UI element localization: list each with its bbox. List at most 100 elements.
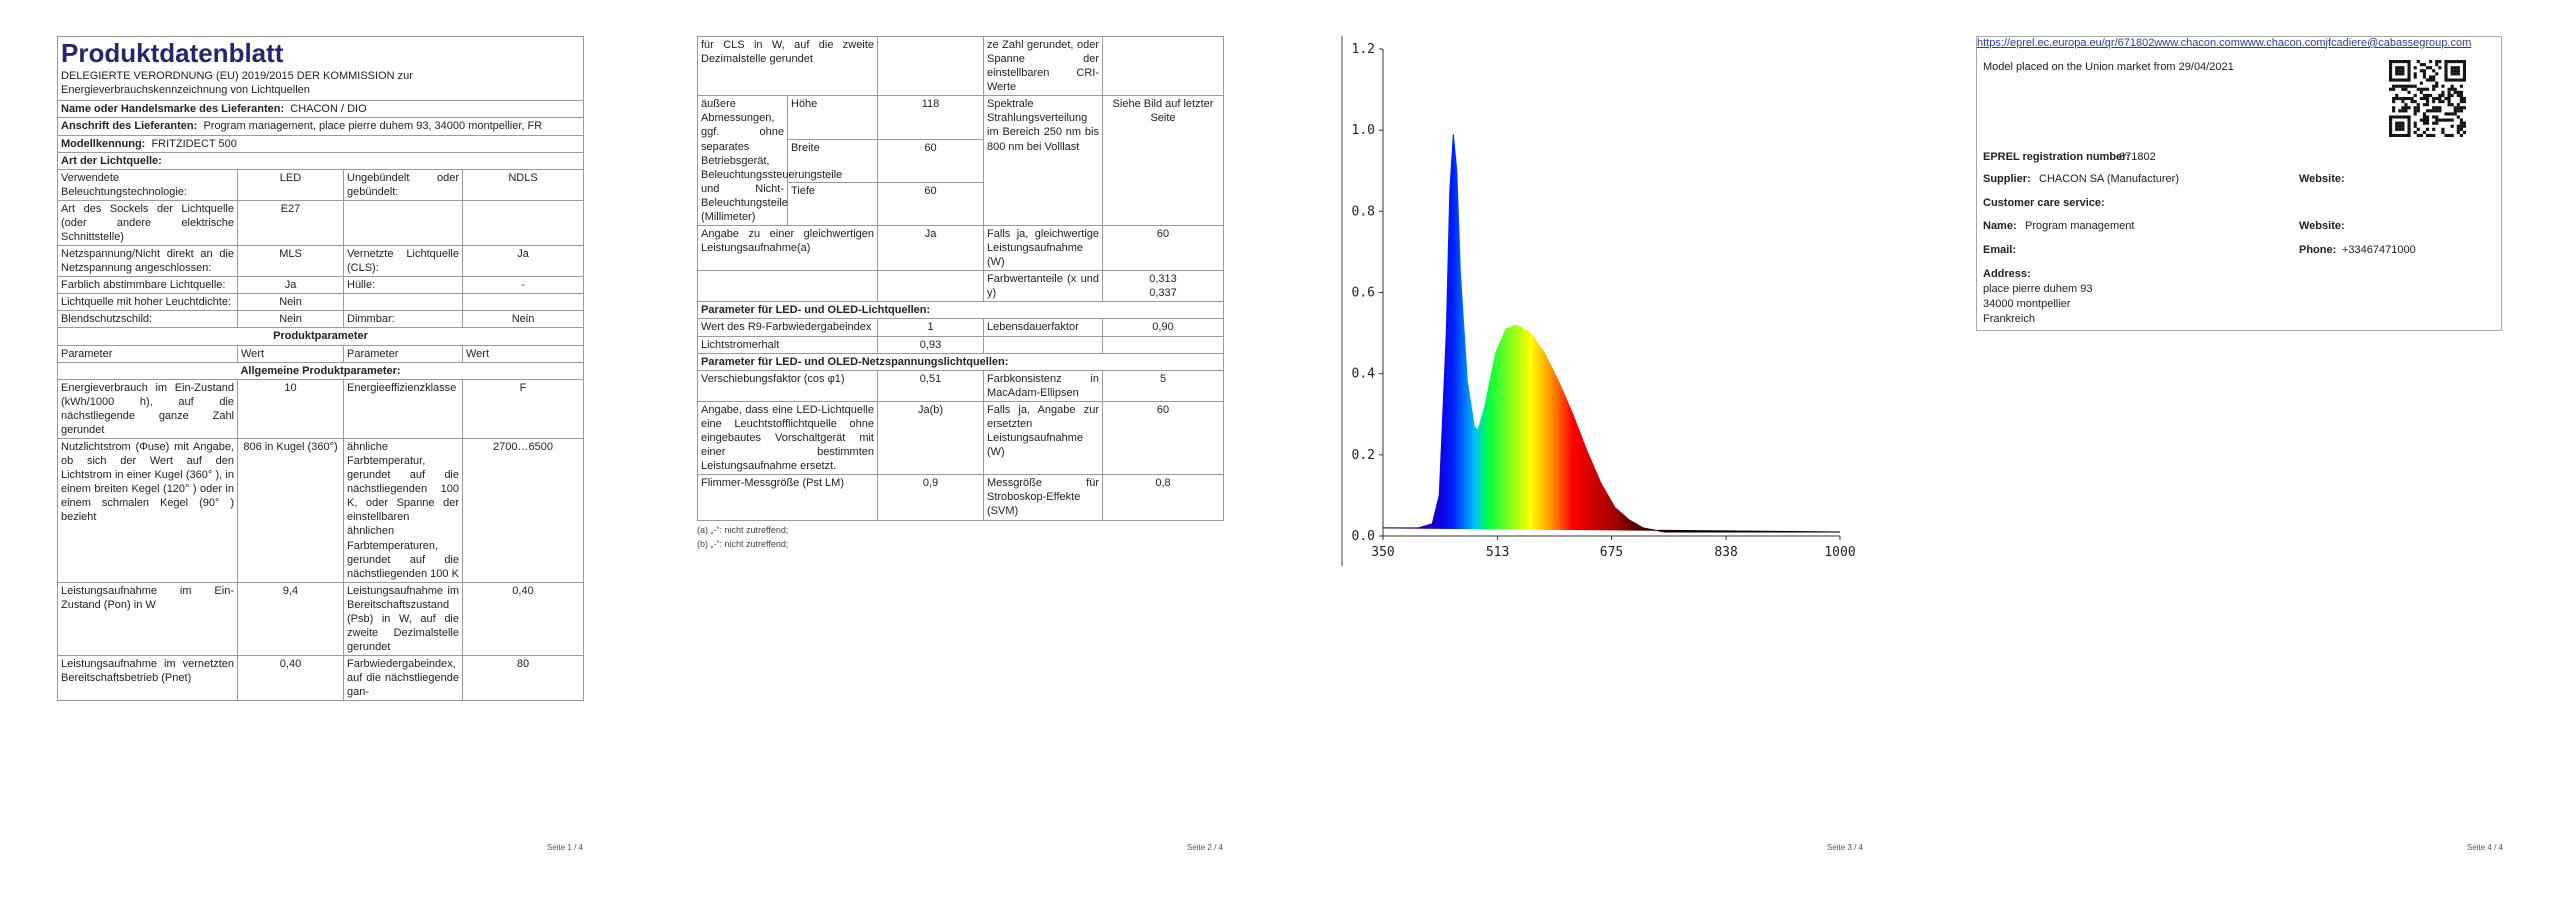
qr-module xyxy=(2389,63,2393,67)
table-cell: Dimmbar: xyxy=(343,310,463,329)
qr-module xyxy=(2395,93,2399,98)
spectrum-chart: 0.0 0.2 0.4 0.6 0.8 1.0 1.2 350 513 675 838 1000 xyxy=(1341,36,1856,566)
qr-module xyxy=(2407,66,2411,70)
qr-module xyxy=(2438,96,2442,101)
qr-module xyxy=(2441,100,2445,104)
qr-module xyxy=(2456,69,2460,73)
qr-module xyxy=(2450,87,2454,91)
dimension-row: Tiefe 60 xyxy=(698,181,1224,227)
qr-module xyxy=(2462,75,2466,79)
qr-module xyxy=(2422,115,2427,119)
table-cell: 0,90 xyxy=(1102,318,1224,337)
qr-module xyxy=(2419,69,2423,73)
qr-module xyxy=(2401,84,2405,88)
table-cell: Ja xyxy=(237,276,344,295)
qr-module xyxy=(2425,100,2430,104)
dimension-row: Breite 60 xyxy=(698,138,1224,183)
qr-module xyxy=(2447,96,2451,101)
empty-cell xyxy=(697,270,878,303)
qr-module xyxy=(2432,100,2436,104)
table-cell: Parameter xyxy=(343,344,463,363)
table-cell: Angabe zu einer gleichwertigen Leistungs… xyxy=(697,225,878,272)
qr-module xyxy=(2435,63,2439,67)
qr-module xyxy=(2435,81,2439,85)
qr-module xyxy=(2462,60,2466,64)
title-row: Produktdatenblatt DELEGIERTE VERORDNUNG (… xyxy=(57,36,584,102)
link[interactable]: www.chacon.com xyxy=(2154,37,2240,49)
table-cell: Farbkonsistenz in MacAdam-Ellipsen xyxy=(983,369,1103,402)
qr-module xyxy=(2435,109,2439,113)
qr-module xyxy=(2389,87,2393,91)
qr-module xyxy=(2453,60,2457,64)
field-label: Website: xyxy=(2299,173,2345,185)
qr-module xyxy=(2459,127,2463,131)
qr-module xyxy=(2450,78,2454,82)
qr-module xyxy=(2462,78,2466,82)
qr-module xyxy=(2453,69,2457,73)
heading-row: Produktparameter xyxy=(57,327,584,346)
qr-module xyxy=(2441,130,2445,134)
qr-module xyxy=(2453,66,2457,70)
qr-module xyxy=(2407,84,2411,88)
title: Produktdatenblatt xyxy=(61,38,284,68)
qr-module xyxy=(2398,60,2402,64)
link[interactable]: https://eprel.ec.europa.eu/qr/671802 xyxy=(1977,37,2155,49)
field-label: Supplier: xyxy=(1983,173,2031,185)
qr-module xyxy=(2453,90,2457,94)
qr-module xyxy=(2398,124,2402,128)
table-cell: 0,8 xyxy=(1102,474,1224,521)
qr-module xyxy=(2435,96,2439,101)
table-cell: Vernetzte Lichtquelle (CLS): xyxy=(343,245,463,278)
qr-module xyxy=(2450,72,2454,76)
qr-module xyxy=(2456,130,2460,134)
qr-module xyxy=(2435,106,2439,110)
qr-module xyxy=(2398,72,2402,76)
table-cell: 118 xyxy=(877,95,984,140)
empty-cell xyxy=(1102,335,1224,354)
qr-module xyxy=(2459,93,2463,98)
table-cell: Ungebündelt oder gebündelt: xyxy=(343,168,463,201)
qr-module xyxy=(2413,93,2417,98)
table-cell: ähnliche Farbtemperatur, gerundet auf di… xyxy=(343,437,463,583)
qr-module xyxy=(2453,112,2457,116)
qr-module xyxy=(2422,63,2427,67)
table-cell: Falls ja, Angabe zur ersetzten Leistungs… xyxy=(983,400,1103,476)
qr-module xyxy=(2429,60,2433,64)
qr-module xyxy=(2432,106,2436,110)
table-cell: Farbwiedergabeindex, auf die nächstliege… xyxy=(343,655,463,702)
field-label: Phone: xyxy=(2299,244,2337,256)
qr-module xyxy=(2422,93,2427,98)
field-value: +33467471000 xyxy=(2342,244,2416,256)
qr-module xyxy=(2425,121,2430,125)
qr-module xyxy=(2413,72,2417,76)
qr-module xyxy=(2392,78,2396,82)
table-cell: Lebensdauerfaktor xyxy=(983,318,1103,337)
page-number: Seite 3 / 4 xyxy=(1826,843,1863,852)
table-cell: Spektrale Strahlungsverteilung im Bereic… xyxy=(983,95,1103,227)
x-tick-label: 513 xyxy=(1486,545,1509,560)
qr-module xyxy=(2429,66,2433,70)
table-cell: 1 xyxy=(877,318,984,337)
supplier-row: Anschrift des Lieferanten: Program manag… xyxy=(57,117,584,136)
table-cell: 60 xyxy=(877,181,984,227)
qr-module xyxy=(2459,90,2463,94)
qr-module xyxy=(2456,103,2460,107)
table-cell: 10 xyxy=(237,378,344,439)
link[interactable]: jfcadiere@cabassegroup.com xyxy=(2325,37,2472,49)
market-note: Model placed on the Union market from 29… xyxy=(1983,61,2234,73)
qr-module xyxy=(2441,127,2445,131)
qr-module xyxy=(2407,121,2411,125)
link[interactable]: www.chacon.com xyxy=(2239,37,2326,49)
qr-module xyxy=(2432,84,2436,88)
qr-module xyxy=(2425,87,2430,91)
qr-module xyxy=(2422,69,2427,73)
heading-row: Art der Lichtquelle: xyxy=(57,151,584,170)
qr-module xyxy=(2444,78,2448,82)
qr-module xyxy=(2456,127,2460,131)
qr-module xyxy=(2410,96,2414,101)
x-tick-label: 675 xyxy=(1600,545,1623,560)
table-cell: Parameter für LED- und OLED-Netzspannung… xyxy=(697,352,1224,371)
qr-module xyxy=(2392,96,2396,101)
qr-module xyxy=(2432,75,2436,79)
